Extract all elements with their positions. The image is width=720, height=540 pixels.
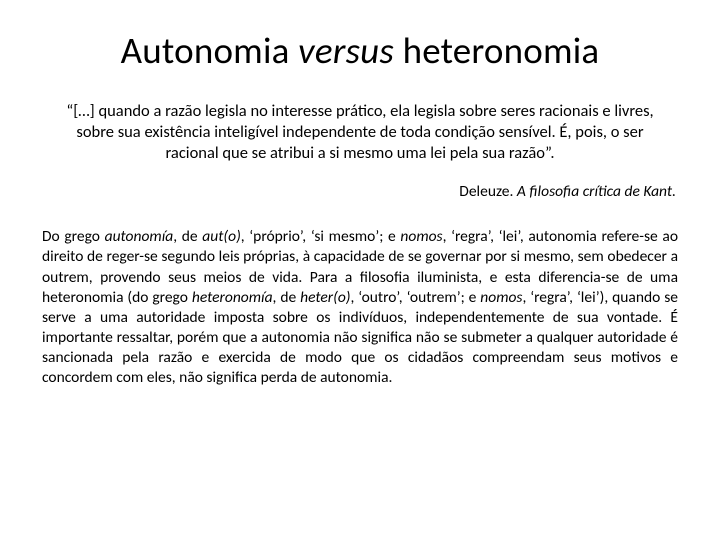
title-text-post: heteronomia	[394, 28, 599, 73]
body-seg-11: , ‘outro’, ‘outrem’; e	[350, 288, 480, 307]
citation-line: Deleuze. A filosofia crítica de Kant.	[42, 182, 678, 201]
quote-block: “[…] quando a razão legisla no interesse…	[52, 101, 668, 164]
citation-work: A filosofia crítica de Kant.	[517, 182, 676, 201]
body-seg-3: , de	[173, 227, 202, 246]
body-seg-8: heteronomía	[192, 288, 273, 307]
title-text-pre: Autonomia	[121, 28, 298, 73]
body-paragraph: Do grego autonomía, de aut(o), ‘próprio’…	[42, 227, 678, 388]
body-seg-12: nomos	[480, 288, 522, 307]
body-seg-10: heter(o)	[300, 288, 350, 307]
body-seg-5: , ‘próprio’, ‘si mesmo’; e	[241, 227, 401, 246]
body-seg-4: aut(o)	[202, 227, 241, 246]
body-seg-2: autonomía	[105, 227, 174, 246]
body-seg-6: nomos	[400, 227, 442, 246]
citation-author: Deleuze.	[459, 182, 517, 201]
title-text-italic: versus	[298, 28, 394, 73]
body-seg-1: Do grego	[42, 227, 105, 246]
slide-title: Autonomia versus heteronomia	[42, 28, 678, 73]
body-seg-9: , de	[273, 288, 301, 307]
